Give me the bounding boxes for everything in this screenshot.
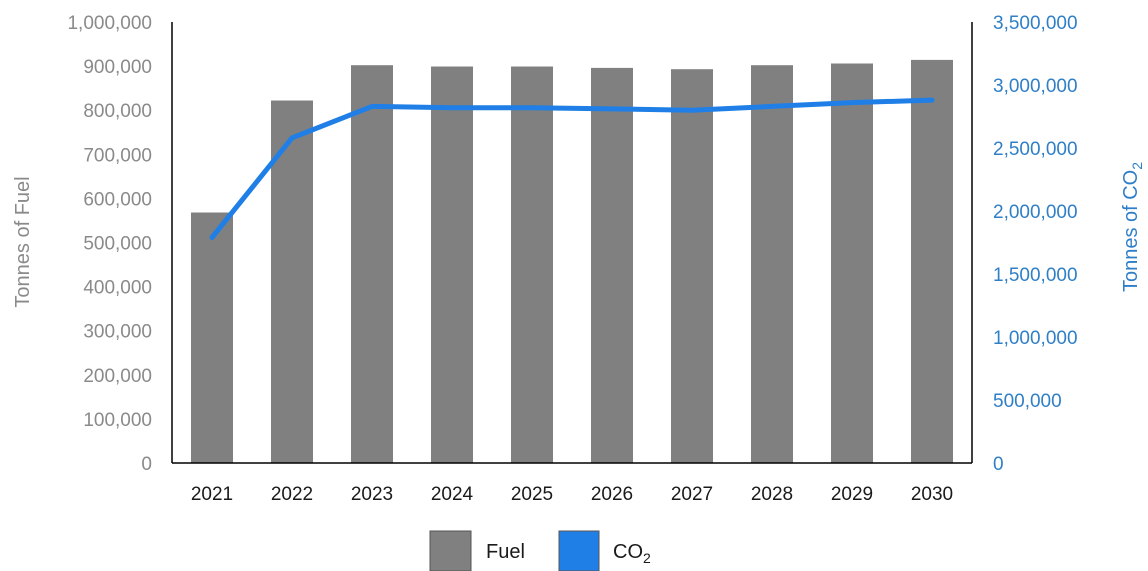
axes <box>171 22 973 464</box>
co2-line-layer <box>209 97 935 240</box>
right-tick-label: 0 <box>993 454 1004 475</box>
x-axis-ticks: 2021 2022 2023 2024 2025 2026 2027 2028 2029 2030 <box>191 484 953 505</box>
bar-fuel-2028 <box>751 65 793 463</box>
bar-fuel-2022 <box>271 100 313 463</box>
bar-fuel-2026 <box>591 67 633 464</box>
right-axis-title: Tonnes of CO2 <box>1120 162 1145 292</box>
left-tick-label: 600,000 <box>83 189 152 210</box>
fuel-bars <box>191 59 953 464</box>
co2-line <box>209 97 935 240</box>
x-tick-label: 2028 <box>751 484 793 505</box>
legend-label-co2-subscript: 2 <box>643 550 651 566</box>
x-tick-label: 2022 <box>271 484 313 505</box>
left-axis-title: Tonnes of Fuel <box>12 176 34 307</box>
bar-fuel-2029 <box>831 63 873 463</box>
legend-label-co2-main: CO <box>613 541 643 563</box>
left-tick-label: 700,000 <box>83 145 152 166</box>
left-tick-label: 500,000 <box>83 234 152 255</box>
x-tick-label: 2024 <box>431 484 474 505</box>
x-tick-label: 2021 <box>191 484 233 505</box>
left-tick-label: 900,000 <box>83 57 152 78</box>
x-tick-label: 2027 <box>671 484 713 505</box>
right-axis-ticks: 0 500,000 1,000,000 1,500,000 2,000,000 2,500… <box>993 13 1078 475</box>
right-tick-label: 2,500,000 <box>993 139 1078 160</box>
bar-fuel-2024 <box>431 66 473 463</box>
right-axis-title-main: Tonnes of CO <box>1120 170 1142 292</box>
bar-fuel-2025 <box>511 66 553 463</box>
left-tick-label: 300,000 <box>83 322 152 343</box>
left-tick-label: 1,000,000 <box>67 13 152 34</box>
right-tick-label: 3,000,000 <box>993 76 1078 97</box>
right-tick-label: 3,500,000 <box>993 13 1078 34</box>
legend: Fuel CO2 <box>429 530 651 571</box>
x-tick-label: 2030 <box>911 484 953 505</box>
left-tick-label: 800,000 <box>83 101 152 122</box>
right-tick-label: 1,000,000 <box>993 328 1078 349</box>
x-tick-label: 2023 <box>351 484 393 505</box>
left-tick-label: 200,000 <box>83 366 152 387</box>
right-axis-title-subscript: 2 <box>1129 162 1145 170</box>
bar-fuel-2030 <box>911 59 953 464</box>
legend-label-co2: CO2 <box>613 541 651 566</box>
x-tick-label: 2029 <box>831 484 873 505</box>
bar-fuel-2023 <box>351 65 393 463</box>
right-tick-label: 1,500,000 <box>993 265 1078 286</box>
bar-fuel-2027 <box>671 69 713 463</box>
x-tick-label: 2026 <box>591 484 633 505</box>
left-tick-label: 100,000 <box>83 410 152 431</box>
legend-swatch-fuel <box>429 530 472 571</box>
left-axis-ticks: 0 100,000 200,000 300,000 400,000 500,000 600,… <box>67 13 152 475</box>
right-tick-label: 500,000 <box>993 391 1062 412</box>
bar-fuel-2021 <box>191 212 233 463</box>
legend-label-fuel: Fuel <box>486 541 525 563</box>
left-tick-label: 0 <box>141 454 152 475</box>
right-tick-label: 2,000,000 <box>993 202 1078 223</box>
legend-swatch-co2 <box>558 530 600 571</box>
left-tick-label: 400,000 <box>83 278 152 299</box>
x-tick-label: 2025 <box>511 484 553 505</box>
